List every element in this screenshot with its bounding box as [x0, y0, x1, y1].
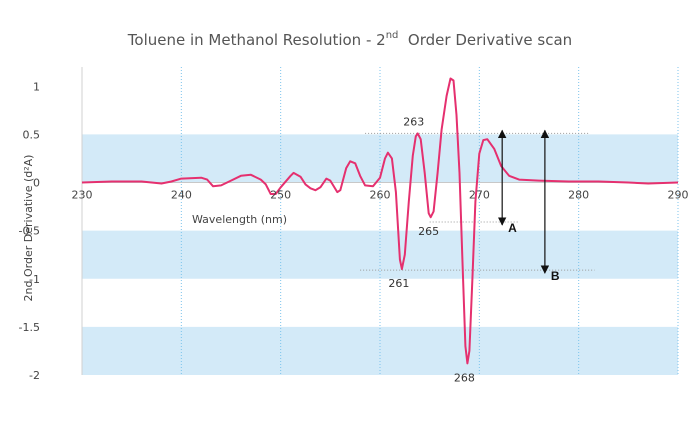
vertical-gridlines — [180, 67, 679, 375]
chart-title: Toluene in Methanol Resolution - 2nd Ord… — [0, 30, 700, 49]
arrow-label-a: A — [508, 221, 517, 235]
arrow-label-b: B — [551, 269, 560, 283]
annotation-268: 268 — [454, 371, 475, 384]
series-line — [81, 77, 679, 365]
y-axis-label: 2nd Order Derivative (d²A) — [22, 155, 35, 302]
x-tick-label: 270 — [469, 189, 490, 202]
measurement-arrows: AB — [497, 129, 560, 283]
x-tick-label: 290 — [668, 189, 689, 202]
measurement-guides — [360, 132, 595, 271]
x-axis-ticks: 230 240 250 260 270 280 290 — [72, 189, 689, 202]
annotation-265: 265 — [418, 225, 439, 238]
x-tick-label: 240 — [171, 189, 192, 202]
x-axis-label: Wavelength (nm) — [192, 213, 287, 226]
x-tick-label: 250 — [270, 189, 291, 202]
x-tick-label: 280 — [568, 189, 589, 202]
chart-title-text: Toluene in Methanol Resolution - 2 — [127, 31, 386, 49]
y-tick-label: -0.5 — [19, 225, 40, 238]
y-tick-label: -1 — [29, 273, 40, 286]
annotation-263: 263 — [403, 115, 424, 128]
annotation-261: 261 — [388, 277, 409, 290]
y-tick-label: 0 — [33, 177, 40, 190]
peak-annotations: 263 265 261 268 — [388, 115, 475, 384]
y-tick-label: 1 — [33, 80, 40, 93]
y-axis-ticks: 1 0.5 0 -0.5 -1 -1.5 -2 — [19, 80, 40, 382]
chart-title-suffix: Order Derivative scan — [407, 31, 573, 49]
y-tick-label: -1.5 — [19, 321, 40, 334]
chart-title-superscript: nd — [385, 30, 399, 41]
y-tick-label: -2 — [29, 369, 40, 382]
background-bands — [82, 134, 678, 375]
x-tick-label: 260 — [370, 189, 391, 202]
x-tick-label: 230 — [72, 189, 93, 202]
y-tick-label: 0.5 — [23, 128, 41, 141]
